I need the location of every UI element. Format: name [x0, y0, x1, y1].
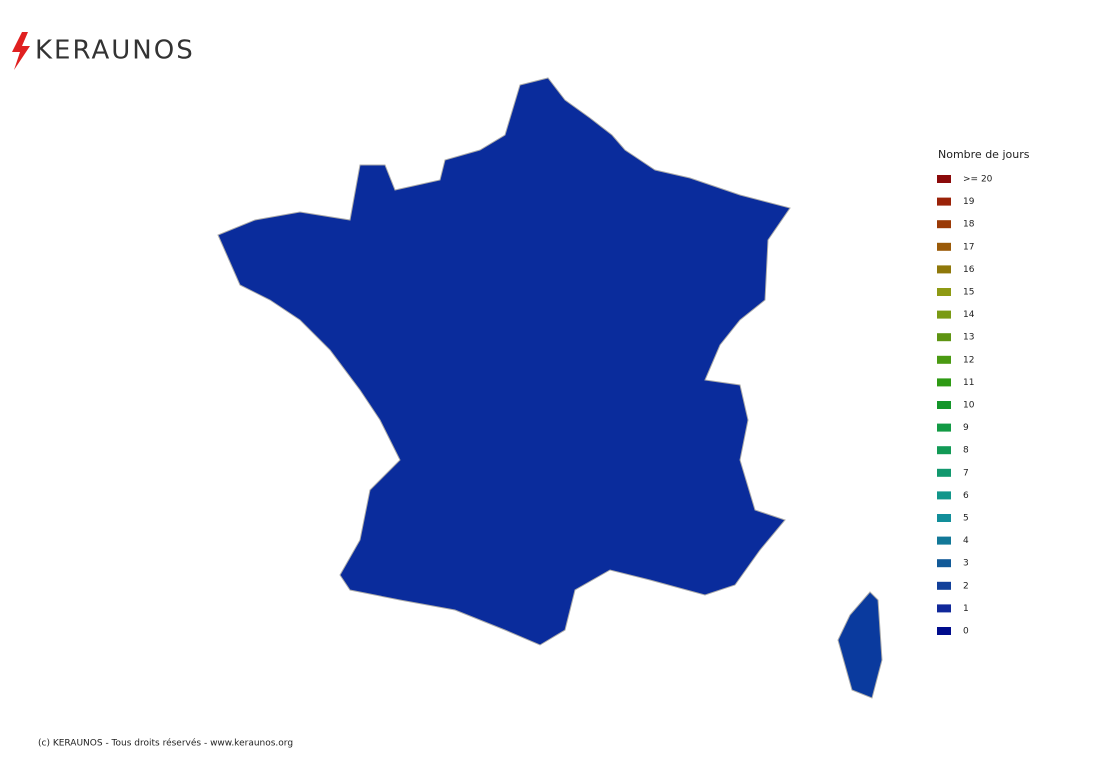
legend-label: 1	[963, 604, 969, 614]
legend-label: 11	[963, 378, 974, 388]
legend-swatch	[937, 423, 951, 432]
legend-swatch	[937, 378, 951, 387]
legend-label: 9	[963, 423, 969, 433]
legend-swatch	[937, 491, 951, 500]
legend-label: 13	[963, 333, 974, 343]
legend-label: 18	[963, 220, 975, 230]
legend: Nombre de jours >= 201918171615141312111…	[937, 148, 1030, 637]
legend-swatch	[937, 536, 951, 545]
legend-swatch	[937, 468, 951, 477]
legend-swatch	[937, 310, 951, 319]
legend-swatch	[937, 514, 951, 522]
legend-label: 17	[963, 242, 974, 252]
corsica	[837, 591, 883, 699]
legend-label: 19	[963, 197, 975, 207]
legend-swatch	[937, 197, 951, 206]
legend-swatch	[937, 559, 951, 568]
legend-swatch	[937, 220, 951, 229]
legend-swatch	[937, 175, 951, 183]
legend-label: 15	[963, 288, 974, 298]
legend-swatch	[937, 265, 951, 274]
map	[217, 77, 883, 699]
legend-swatch	[937, 446, 951, 455]
footer: (c) KERAUNOS - Tous droits réservés - ww…	[38, 738, 293, 749]
legend-swatch	[937, 627, 951, 635]
legend-label: 0	[963, 627, 969, 637]
legend-title: Nombre de jours	[938, 148, 1030, 161]
legend-swatch	[937, 242, 951, 251]
legend-label: >= 20	[963, 175, 993, 185]
legend-label: 12	[963, 355, 974, 365]
france-mainland	[217, 77, 791, 646]
legend-label: 3	[963, 559, 969, 569]
legend-label: 5	[963, 514, 969, 524]
legend-swatch	[937, 355, 951, 364]
logo: KERAUNOS	[12, 32, 195, 70]
legend-label: 2	[963, 581, 969, 591]
legend-swatch	[937, 333, 951, 342]
legend-swatch	[937, 604, 951, 613]
legend-label: 7	[963, 468, 969, 478]
legend-label: 8	[963, 446, 969, 456]
legend-label: 4	[963, 536, 969, 546]
legend-swatch	[937, 581, 951, 590]
legend-swatch	[937, 288, 951, 296]
legend-label: 14	[963, 310, 975, 320]
logo-text: KERAUNOS	[35, 36, 195, 66]
legend-label: 10	[963, 401, 975, 411]
legend-label: 6	[963, 491, 969, 501]
legend-swatch	[937, 401, 951, 409]
legend-label: 16	[963, 265, 975, 275]
logo-bolt	[12, 32, 30, 70]
